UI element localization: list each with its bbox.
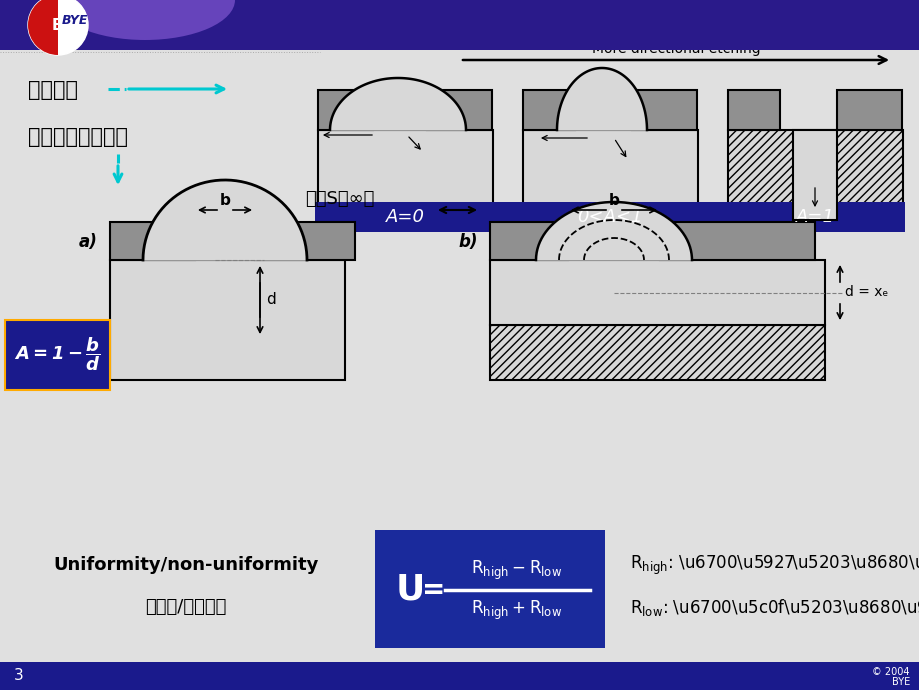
Polygon shape xyxy=(330,78,466,130)
Bar xyxy=(314,202,904,232)
Bar xyxy=(490,325,824,380)
Bar xyxy=(255,222,355,260)
Bar xyxy=(0,662,919,690)
Text: $\bfit{A} = 1 - \dfrac{b}{d}$: $\bfit{A} = 1 - \dfrac{b}{d}$ xyxy=(14,335,100,373)
Bar xyxy=(727,130,902,220)
Text: b: b xyxy=(607,193,618,208)
Text: BYE: BYE xyxy=(62,14,88,28)
Text: A=1: A=1 xyxy=(795,208,834,226)
Circle shape xyxy=(28,0,88,55)
Text: © 2004: © 2004 xyxy=(871,667,909,677)
Bar xyxy=(318,90,372,130)
Ellipse shape xyxy=(55,0,234,40)
Polygon shape xyxy=(142,180,307,260)
Bar xyxy=(522,130,698,220)
Text: b: b xyxy=(220,193,230,208)
Text: 均匀性/非均匀性: 均匀性/非均匀性 xyxy=(145,598,226,616)
Bar xyxy=(110,260,345,380)
Text: BYE: BYE xyxy=(891,677,909,687)
Text: 0<A<1: 0<A<1 xyxy=(576,208,642,226)
Text: 方向性：: 方向性： xyxy=(28,80,78,100)
Text: =: = xyxy=(422,576,445,604)
Text: 过腐蚀（鉡蚀）：: 过腐蚀（鉡蚀）： xyxy=(28,127,128,147)
Text: $\mathsf{R_{low}}$: \u6700\u5c0f\u5203\u8680\u901f\u7387: $\mathsf{R_{low}}$: \u6700\u5c0f\u5203\u… xyxy=(630,596,919,618)
Text: 3: 3 xyxy=(14,669,24,684)
Text: d = xₑ: d = xₑ xyxy=(844,286,887,299)
Bar xyxy=(631,90,697,130)
Bar xyxy=(490,260,824,325)
Bar xyxy=(318,130,493,220)
Text: $\mathsf{R_{high}}$: \u6700\u5927\u5203\u8680\u901f\u7387: $\mathsf{R_{high}}$: \u6700\u5927\u5203\… xyxy=(630,553,919,577)
Text: Uniformity/non-uniformity: Uniformity/non-uniformity xyxy=(53,556,318,574)
Bar xyxy=(5,320,110,390)
Text: d: d xyxy=(266,293,276,308)
Bar xyxy=(727,90,779,130)
Bar xyxy=(490,222,567,260)
Bar xyxy=(110,222,195,260)
Text: More directional etching: More directional etching xyxy=(591,42,759,56)
Bar xyxy=(0,0,919,50)
Bar xyxy=(426,90,492,130)
Text: a): a) xyxy=(79,233,98,251)
Wedge shape xyxy=(28,0,58,55)
Bar xyxy=(522,90,574,130)
Text: b): b) xyxy=(458,233,478,251)
Bar xyxy=(836,90,901,130)
Polygon shape xyxy=(556,68,646,130)
Bar xyxy=(659,222,814,260)
Text: U: U xyxy=(395,573,425,607)
Text: $\mathsf{R_{high}-R_{low}}$: $\mathsf{R_{high}-R_{low}}$ xyxy=(471,558,562,582)
Text: 假定S＝∞时: 假定S＝∞时 xyxy=(305,190,374,208)
Bar xyxy=(792,130,836,220)
Text: B: B xyxy=(52,19,63,34)
Text: A=0: A=0 xyxy=(385,208,424,226)
Bar xyxy=(792,130,836,220)
Polygon shape xyxy=(536,202,691,260)
Bar xyxy=(375,530,605,648)
Text: $\mathsf{R_{high}+R_{low}}$: $\mathsf{R_{high}+R_{low}}$ xyxy=(471,598,562,622)
